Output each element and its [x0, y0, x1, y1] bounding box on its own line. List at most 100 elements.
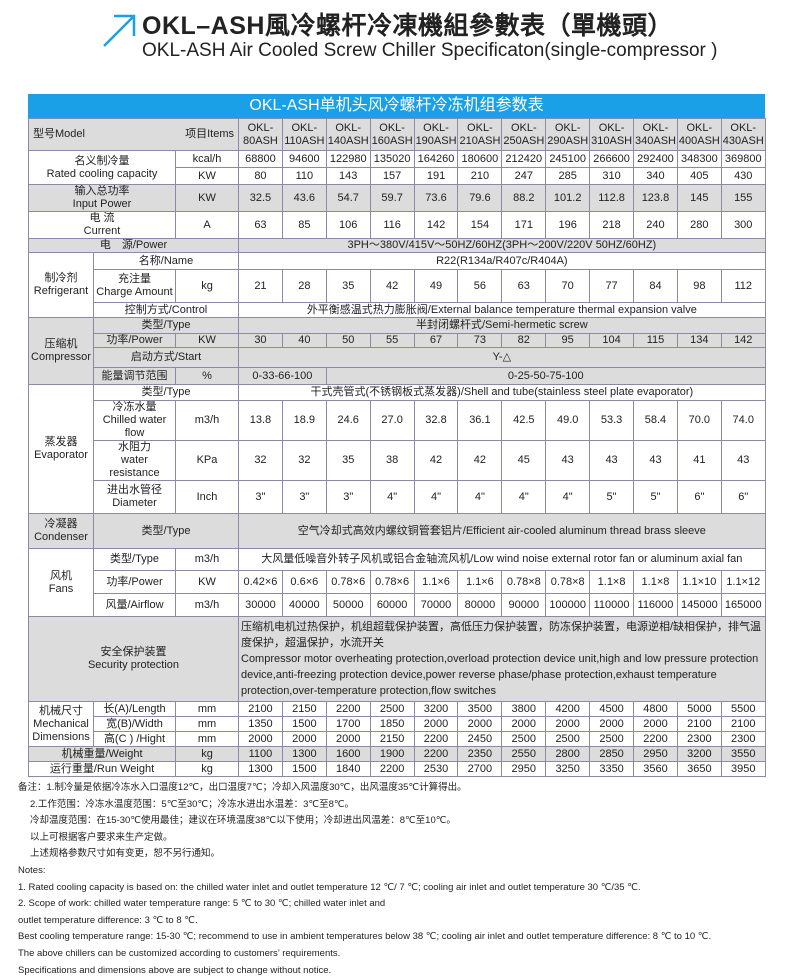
cell-text: OKL- — [247, 121, 274, 134]
value-cell: 3560 — [633, 761, 678, 777]
table-row: 功率/Power KW 0.42×6 0.6×6 0.78×6 0.78×6 1.1×6 1.… — [29, 570, 766, 594]
label-cell: 控制方式/Control — [93, 302, 239, 318]
value-cell: 70 — [545, 269, 591, 303]
cell-text: Compressor — [31, 351, 91, 363]
table-row: 控制方式/Control 外平衡感温式热力膨胀阀/External balance… — [29, 302, 766, 318]
value-cell: 2000 — [545, 716, 591, 732]
table-row: 水阻力 water resistance KPa 32 32 35 38 42 42 45 43 43… — [29, 440, 766, 481]
value-cell: 95 — [545, 333, 591, 348]
value-cell: 0.6×6 — [281, 570, 327, 594]
cell-text: OKL- — [467, 121, 493, 134]
cell-text: 类型/Type — [141, 386, 191, 398]
value-cell: 3950 — [720, 761, 766, 777]
cell-text: Dimensions — [32, 730, 90, 743]
table-row: 名义制冷量 Rated cooling capacity kcal/h 68800 94… — [28, 150, 766, 185]
spec-table: 型号Model 项目Items OKL- 80ASH OKL- 110ASH OKL- 140… — [28, 118, 766, 777]
cell-text: 外平衡感温式热力膨胀阀/External balance temperature… — [306, 303, 697, 316]
cell-text: 名称/Name — [138, 254, 194, 267]
unit-cell: A — [175, 211, 239, 239]
label-cell: 类型/Type — [93, 513, 239, 549]
cell-text: Rated cooling capacity — [46, 167, 158, 180]
cell-text: 80ASH — [243, 134, 278, 147]
table-row: 风机 Fans 类型/Type m3/h 大风量低噪音外转子风机或铝合金轴流风机/Low… — [28, 548, 766, 617]
value-cell: 2200 — [413, 731, 459, 747]
cell-text: 风量/Airflow — [105, 598, 164, 611]
value-cell: 2200 — [325, 701, 371, 717]
label-cell: 名义制冷量 Rated cooling capacity — [28, 150, 176, 185]
value-cell: 1.1×6 — [413, 570, 459, 594]
cell-text: OKL- — [510, 121, 537, 134]
value-cell: 45 — [501, 440, 547, 481]
value-cell: 43 — [720, 440, 766, 481]
value-cell: 82 — [501, 333, 547, 348]
value-cell: 50000 — [325, 593, 371, 617]
cell-text: 250ASH — [503, 134, 545, 147]
label-cell: 名称/Name — [93, 252, 239, 270]
label-cell: 功率/Power — [93, 333, 176, 348]
cell-text: OKL- — [379, 121, 405, 134]
value-cell: 5" — [589, 480, 635, 514]
unit-cell: KW — [175, 570, 239, 594]
cell-text: 干式壳管式(不锈钢板式蒸发器)/Shell and tube(stainless… — [310, 386, 694, 398]
notes: 备注：1.制冷量是依据冷冻水入口温度12℃，出口温度7℃；冷却入风温度30℃，出… — [18, 780, 783, 979]
cell-text: KPa — [196, 454, 218, 466]
value-cell: 32 — [281, 440, 327, 481]
value-cell: 3650 — [676, 761, 722, 777]
value-cell: 2500 — [369, 701, 415, 717]
cell-text: Input Power — [72, 198, 132, 210]
value-cell: 5" — [633, 480, 678, 514]
value-cell: 123.8 — [633, 184, 678, 212]
value-cell: 154 — [457, 211, 503, 239]
cell-text: 风机 — [50, 569, 72, 582]
value-cell: 110000 — [589, 593, 635, 617]
table-row: 宽(B)/Width mm 1350 1500 1700 1850 2000 2000 2000… — [29, 716, 766, 732]
table-row: 电 流 Current A 63 85 106 116 142 154 171 196 218 240 2… — [28, 211, 766, 239]
value-cell: 5000 — [676, 701, 722, 717]
value-cell: 3500 — [457, 701, 503, 717]
label-cell: 能量调节范围 — [93, 367, 176, 385]
unit-cell: mm — [175, 731, 239, 747]
value-cell: 43 — [633, 440, 678, 481]
value-cell: 310 — [589, 167, 635, 185]
model-header-cell: OKL- 290ASH — [545, 118, 591, 151]
value-cell: 4" — [369, 480, 415, 514]
value-cell: 2100 — [720, 716, 766, 732]
value-cell: 0.78×8 — [545, 570, 591, 594]
cell-text: 水阻力 — [118, 441, 151, 454]
value-cell: 3" — [325, 480, 371, 514]
cell-text: Security protection — [87, 659, 180, 671]
unit-cell: mm — [175, 716, 239, 732]
note-line: 1. Rated cooling capacity is based on: t… — [18, 881, 641, 893]
table-row: 安全保护装置 Security protection 压缩机电机过热保护，机组超载保… — [28, 616, 766, 702]
value-cell: 2000 — [633, 716, 678, 732]
cell-text: Current — [83, 225, 121, 237]
group-cell: 制冷剂 Refrigerant — [28, 252, 94, 318]
cell-text: 190ASH — [415, 134, 457, 147]
table-row: 制冷剂 Refrigerant 名称/Name R22(R134a/R407c/R40… — [28, 252, 766, 318]
value-cell: 0.78×6 — [369, 570, 415, 594]
cell-text: 运行重量/Run Weight — [49, 762, 155, 775]
group-cell: 压缩机 Compressor — [28, 317, 94, 385]
table-row: 高(C ) /Hight mm 2000 2000 2000 2150 2200 2450 25… — [29, 731, 766, 747]
cell-text: 机械尺寸 — [39, 704, 83, 717]
table-row: 风量/Airflow m3/h 30000 40000 50000 60000 70000 8… — [29, 593, 766, 617]
value-cell: 40 — [281, 333, 327, 348]
value-cell: 2950 — [633, 746, 678, 762]
unit-cell: m3/h — [175, 593, 239, 617]
value-cell: 73 — [457, 333, 503, 348]
value-cell: 42 — [457, 440, 503, 481]
value-cell: 49.0 — [545, 400, 591, 441]
table-row: 电 源/Power 3PH～380V/415V～50HZ/60HZ(3PH～200… — [28, 238, 766, 253]
cell-text: mm — [197, 732, 217, 745]
model-header-cell: OKL- 250ASH — [501, 118, 547, 151]
value-cell: 4200 — [545, 701, 591, 717]
value-cell: 340 — [633, 167, 678, 185]
value-cell: 405 — [676, 167, 722, 185]
value-cell: 43.6 — [281, 184, 327, 212]
cell-text: 制冷剂 — [44, 272, 78, 284]
value-cell: 142 — [413, 211, 459, 239]
value-cell: 1.1×10 — [676, 570, 722, 594]
value-cell: 56 — [457, 269, 503, 303]
value-cell: 3200 — [413, 701, 459, 717]
value-cell: 106 — [325, 211, 371, 239]
